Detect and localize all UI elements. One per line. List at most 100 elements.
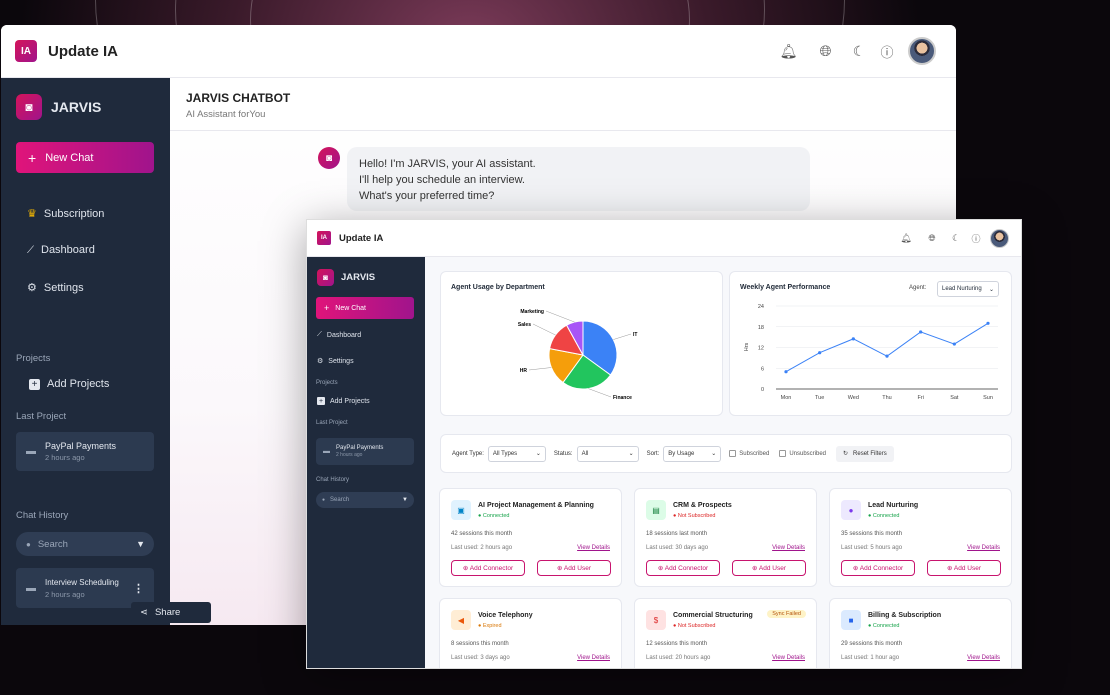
chat-history-item[interactable]: ▬ Interview Scheduling 2 hours ago ⋮: [16, 568, 154, 608]
status-label: Status:: [553, 450, 573, 457]
gear-icon: ⚙: [27, 282, 37, 294]
agent-card: $ Commercial Structuring ● Not Subscribe…: [634, 598, 817, 668]
agent-type-select[interactable]: All Types ⌄: [487, 445, 546, 462]
info-icon[interactable]: ⓘ: [971, 233, 981, 244]
view-details-link[interactable]: View Details: [772, 545, 805, 551]
sort-select[interactable]: By Usage ⌄: [663, 445, 722, 462]
sync-failed-badge: Sync Failed: [767, 610, 806, 618]
chevron-down-icon: ⌄: [711, 451, 717, 457]
dash-sidebar: ◙ JARVIS + New Chat ⟋ Dashboard ⚙ Settings …: [307, 257, 425, 668]
reset-filters-button[interactable]: ↻ Reset Filters: [836, 445, 894, 462]
x-tick-label: Fri: [917, 395, 923, 401]
more-vertical-icon[interactable]: ⋮: [133, 582, 144, 595]
dash-main: Agent Usage by Department IT Finance HR Sal…: [425, 257, 1021, 668]
agent-icon: ◀: [451, 610, 471, 630]
projects-title: Projects: [316, 380, 338, 386]
view-details-link[interactable]: View Details: [772, 655, 805, 661]
view-details-link[interactable]: View Details: [577, 545, 610, 551]
last-project-title: Last Project: [316, 420, 348, 426]
agent-icon: ▤: [646, 500, 666, 520]
robot-icon: ◙: [317, 269, 334, 286]
sidebar-item-settings[interactable]: ⚙ Settings: [27, 281, 84, 295]
add-connector-button[interactable]: ⊕ Add Connector: [451, 560, 525, 576]
pie-leader-line: [613, 333, 632, 340]
chat-bubble-icon: ▬: [323, 448, 330, 455]
status-select[interactable]: All ⌄: [576, 445, 639, 462]
add-user-button[interactable]: ⊕ Add User: [537, 560, 611, 576]
add-user-button[interactable]: ⊕ Add User: [732, 560, 806, 576]
agent-status: ● Connected: [868, 513, 900, 519]
dash-header: IA Update IA 🔔︎ 🌐︎ ☾ ⓘ: [307, 220, 1021, 257]
x-tick-label: Wed: [848, 395, 859, 401]
agent-status: ● Connected: [868, 623, 900, 629]
avatar[interactable]: [990, 228, 1009, 248]
agent-status: ● Not Subscribed: [673, 623, 716, 629]
agent-status: ● Expired: [478, 623, 502, 629]
agent-title: Voice Telephony: [478, 612, 533, 619]
sort-label: Sort:: [646, 450, 660, 457]
subscribed-checkbox[interactable]: Subscribed: [729, 450, 769, 457]
chat-history-title: Chat History: [16, 510, 69, 521]
search-input[interactable]: ● Search ▼: [316, 492, 414, 508]
view-details-link[interactable]: View Details: [967, 545, 1000, 551]
unsubscribed-checkbox[interactable]: Unsubscribed: [779, 450, 826, 457]
avatar[interactable]: [908, 37, 936, 65]
view-details-link[interactable]: View Details: [967, 655, 1000, 661]
sidebar-item-dashboard[interactable]: ⟋ Dashboard: [317, 331, 362, 339]
new-chat-button[interactable]: + New Chat: [316, 297, 414, 319]
pie-label: IT: [633, 332, 637, 338]
share-icon: ⋖: [140, 607, 148, 618]
bell-icon[interactable]: 🔔︎: [779, 42, 798, 59]
last-project-card[interactable]: ▬ PayPal Payments 2 hours ago: [16, 432, 154, 471]
share-menu-item[interactable]: ⋖ Share: [131, 602, 211, 623]
agent-title: Billing & Subscription: [868, 612, 942, 619]
add-connector-button[interactable]: ⊕ Add Connector: [646, 560, 720, 576]
app-title: Update IA: [48, 42, 119, 60]
last-project-title: Last Project: [16, 411, 67, 422]
moon-icon[interactable]: ☾: [852, 42, 866, 59]
sidebar-item-subscription[interactable]: ♛ Subscription: [27, 207, 105, 221]
view-details-link[interactable]: View Details: [577, 655, 610, 661]
data-point: [885, 354, 889, 358]
chevron-down-icon: ⌄: [988, 286, 994, 293]
y-tick-label: 0: [761, 387, 764, 393]
search-input[interactable]: ● Search ▼: [16, 532, 154, 556]
search-icon: ●: [26, 539, 31, 549]
agent-sessions: 35 sessions this month: [841, 531, 903, 537]
bell-icon[interactable]: 🔔︎: [900, 232, 912, 243]
sidebar-item-settings[interactable]: ⚙ Settings: [317, 357, 354, 366]
filter-icon[interactable]: ▼: [136, 539, 145, 549]
app-title: Update IA: [339, 232, 384, 244]
data-point: [986, 321, 990, 325]
pie-leader-line: [528, 367, 552, 371]
add-user-button[interactable]: ⊕ Add User: [927, 560, 1001, 576]
add-projects-button[interactable]: + Add Projects: [29, 378, 109, 390]
globe-icon[interactable]: 🌐︎: [819, 42, 832, 60]
pie-chart: IT Finance HR Sales Marketing: [518, 309, 638, 401]
agent-card: ◀ Voice Telephony ● Expired 8 sessions t…: [439, 598, 622, 668]
refresh-icon: ↻: [843, 451, 849, 457]
globe-icon[interactable]: 🌐︎: [928, 232, 936, 243]
new-chat-button[interactable]: + New Chat: [16, 142, 154, 173]
x-tick-label: Mon: [781, 395, 792, 401]
agent-select[interactable]: Lead Nurturing ⌄: [937, 281, 999, 297]
add-projects-button[interactable]: + Add Projects: [317, 397, 370, 405]
last-project-card[interactable]: ▬ PayPal Payments 2 hours ago: [316, 438, 414, 465]
pie-title: Agent Usage by Department: [451, 284, 545, 291]
sidebar-brand: JARVIS: [341, 272, 376, 283]
line-title: Weekly Agent Performance: [740, 284, 831, 291]
chat-subtitle: AI Assistant forYou: [186, 109, 266, 120]
info-icon[interactable]: ⓘ: [880, 44, 894, 60]
plus-icon: +: [317, 397, 325, 405]
moon-icon[interactable]: ☾: [951, 232, 961, 243]
agent-card: ▣ AI Project Management & Planning ● Con…: [439, 488, 622, 587]
chevron-down-icon: ⌄: [628, 451, 634, 457]
pie-leader-line: [588, 388, 612, 398]
pie-label: HR: [520, 368, 528, 374]
sidebar-item-dashboard[interactable]: ⟋ Dashboard: [27, 244, 95, 256]
filter-icon[interactable]: ▼: [402, 497, 408, 503]
agent-icon: ▣: [451, 500, 471, 520]
agent-card: ▤ CRM & Prospects ● Not Subscribed 18 se…: [634, 488, 817, 587]
add-connector-button[interactable]: ⊕ Add Connector: [841, 560, 915, 576]
plus-icon: +: [29, 378, 40, 390]
